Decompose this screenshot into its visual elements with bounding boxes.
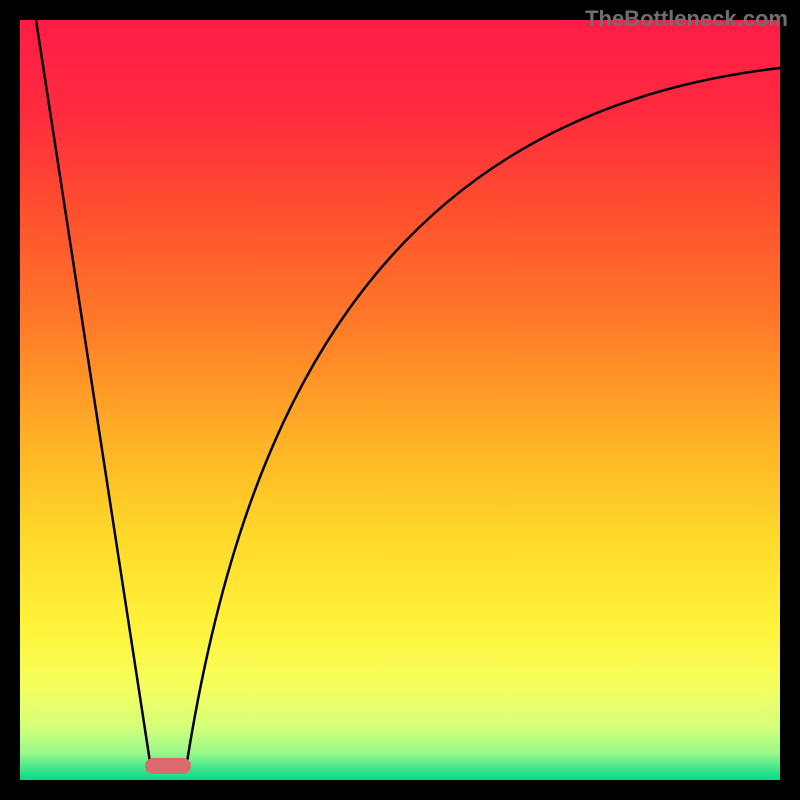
bottleneck-chart: TheBottleneck.com — [0, 0, 800, 800]
chart-svg — [0, 0, 800, 800]
optimal-marker — [145, 758, 191, 774]
watermark-text: TheBottleneck.com — [585, 6, 788, 32]
